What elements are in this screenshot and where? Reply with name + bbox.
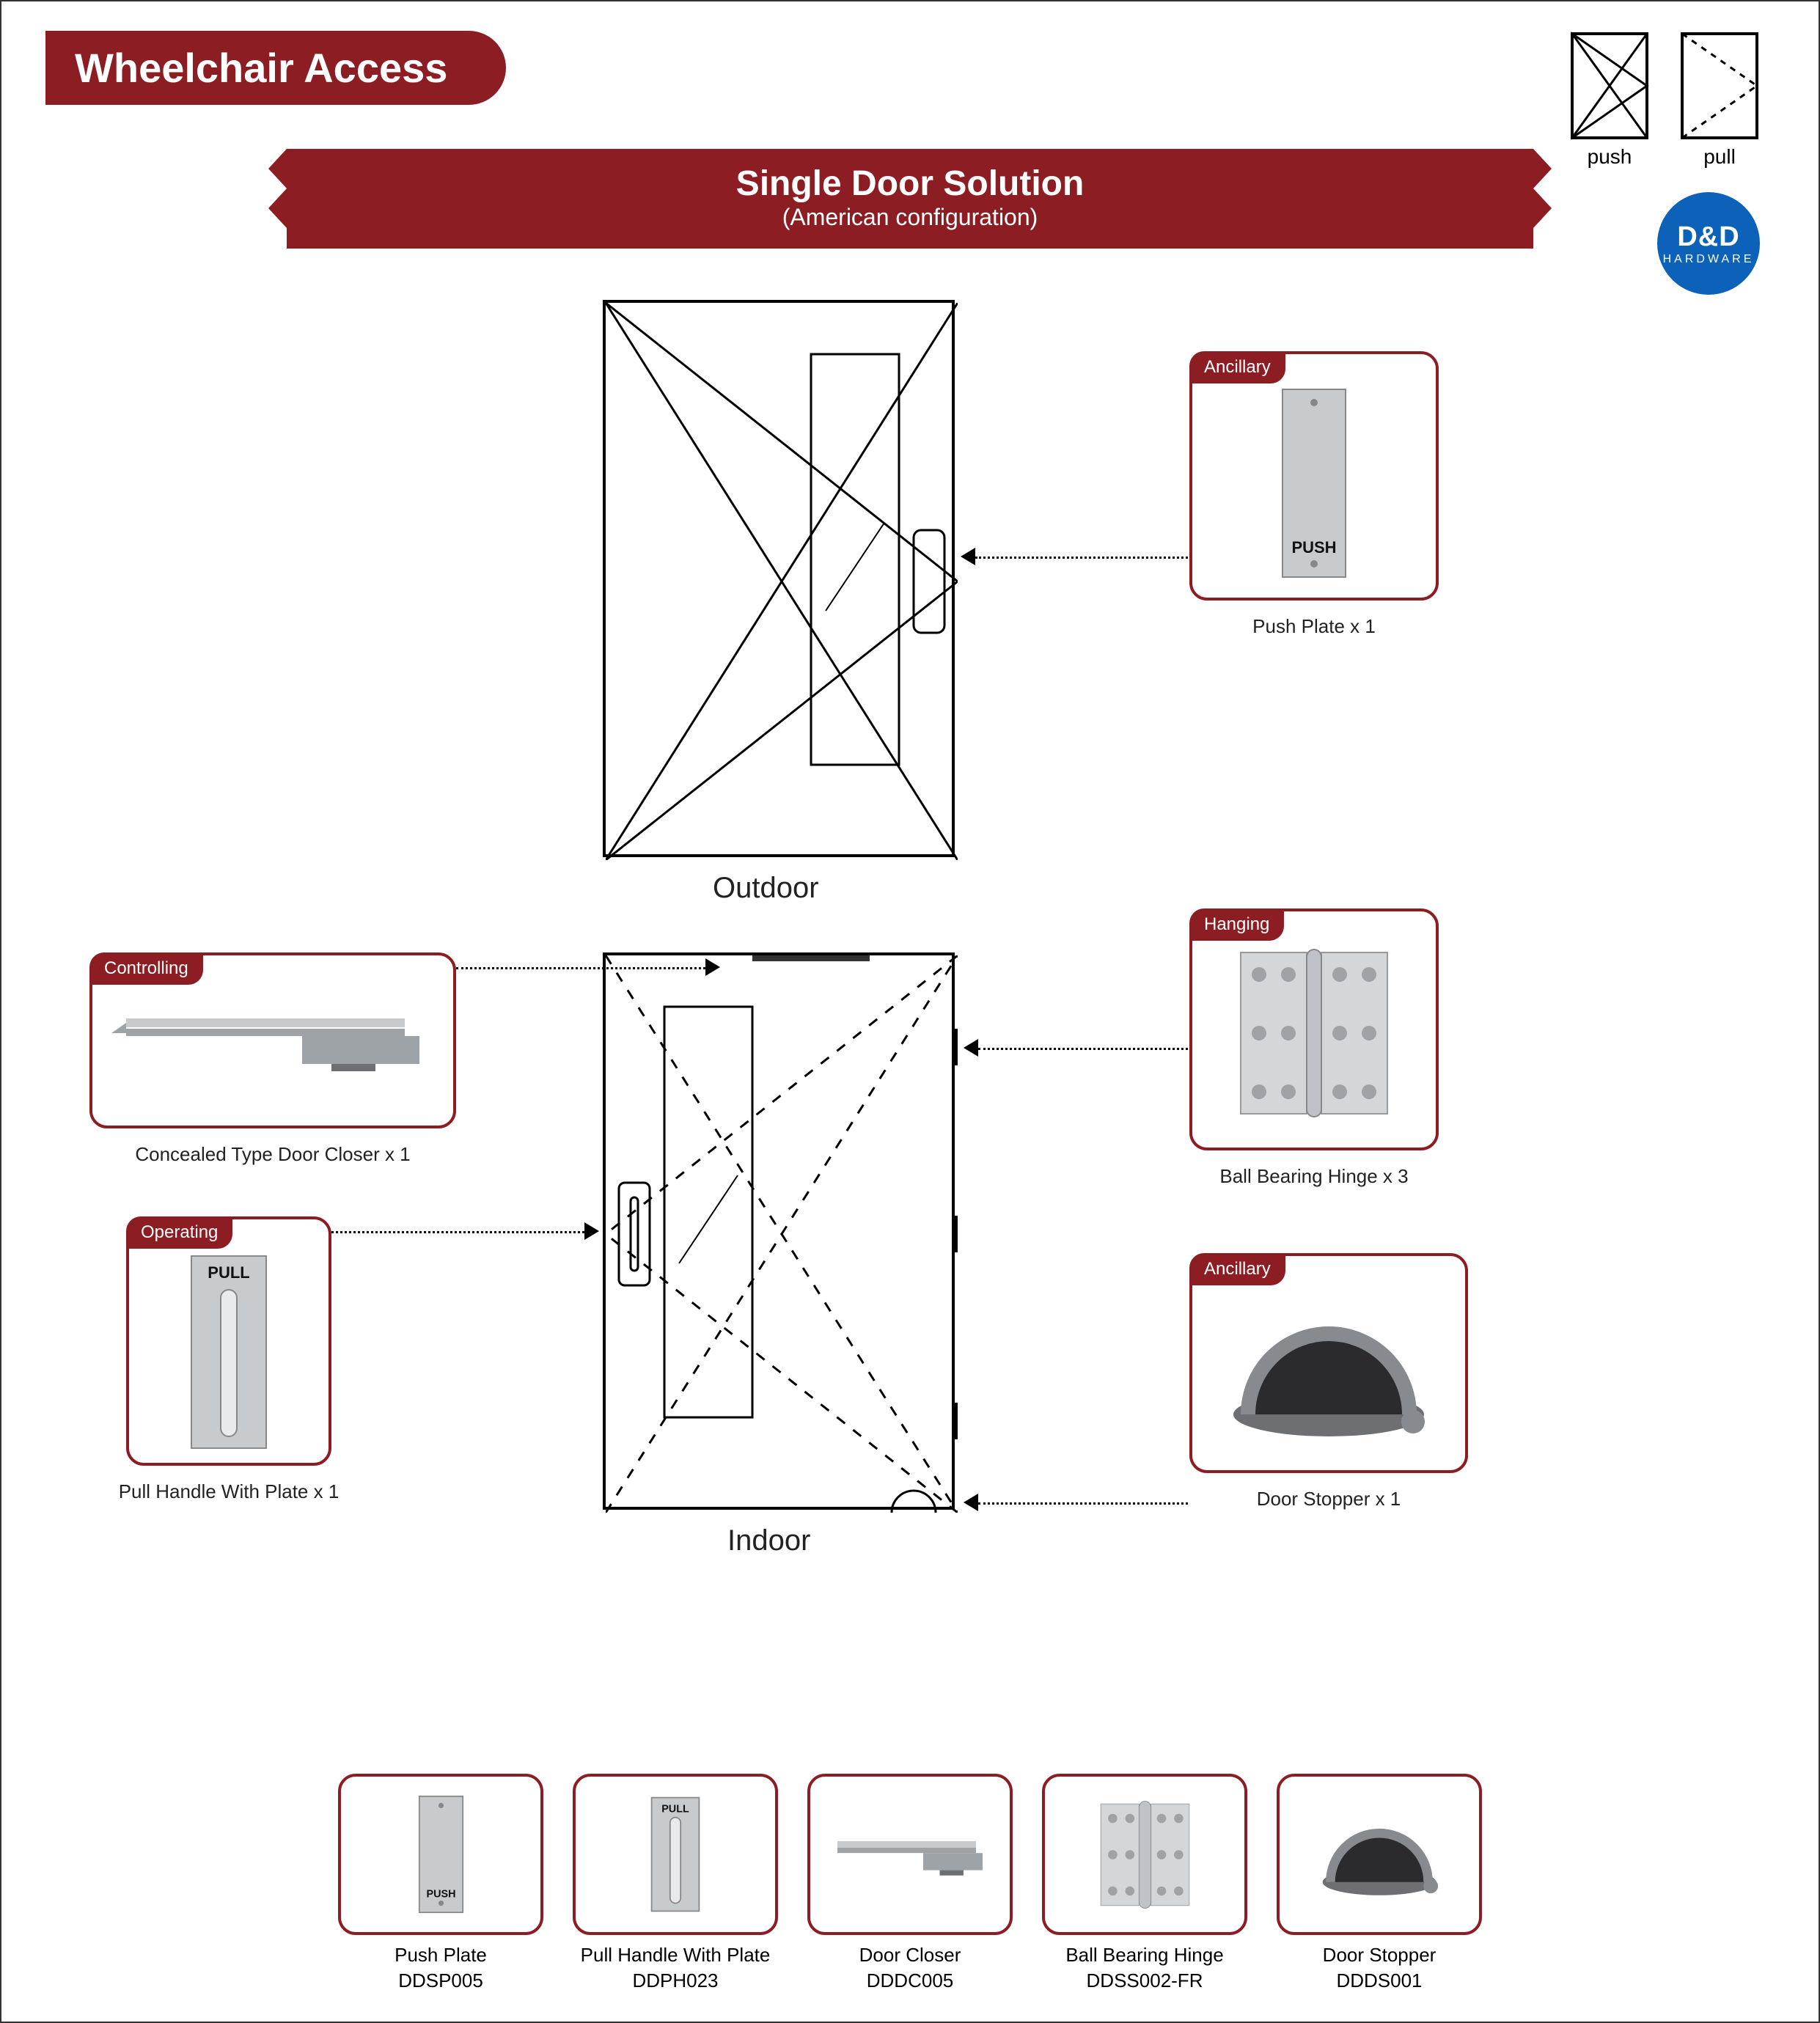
connector-line [331,1231,584,1233]
legend-push: push [1569,31,1650,169]
brand-badge-bottom: HARDWARE [1663,253,1755,266]
card-push-plate: Ancillary PUSH [1189,351,1439,601]
svg-text:PULL: PULL [208,1263,249,1282]
legend-push-label: push [1569,145,1650,169]
page-title: Wheelchair Access [75,45,447,91]
page-title-pill: Wheelchair Access [45,31,506,105]
pull-door-icon [1679,31,1760,141]
indoor-label: Indoor [727,1524,810,1557]
legend-pull-label: pull [1679,145,1760,169]
product-name: Door Closer [807,1944,1013,1967]
product-name: Push Plate [338,1944,543,1967]
diagram-area: Outdoor Ancillary PUSH Push Plate x 1 [45,278,1775,1744]
product-code: DDPH023 [573,1969,778,1992]
product-code: DDDC005 [807,1969,1013,1992]
door-stopper-icon [1219,1290,1439,1444]
svg-text:PUSH: PUSH [426,1889,455,1901]
product-item: Door Closer DDDC005 [807,1774,1013,1992]
product-thumb [1042,1774,1247,1935]
card-tag-hanging: Hanging [1189,908,1284,941]
arrow-icon [964,1494,978,1511]
page: Wheelchair Access push pull Single Door [0,0,1820,2023]
arrow-icon [964,1039,978,1057]
product-thumb: PUSH [338,1774,543,1935]
caption-stopper: Door Stopper x 1 [1189,1488,1468,1510]
arrow-icon [705,958,720,976]
card-tag-controlling: Controlling [89,952,203,985]
card-tag-operating: Operating [126,1216,232,1249]
brand-badge-top: D&D [1677,221,1739,253]
card-tag-ancillary2: Ancillary [1189,1253,1285,1285]
ribbon-subtitle: (American configuration) [287,204,1533,231]
product-thumb [807,1774,1013,1935]
caption-controlling: Concealed Type Door Closer x 1 [89,1143,456,1166]
ribbon-title: Single Door Solution [287,164,1533,204]
hinge-icon [1233,945,1395,1121]
connector-line [456,967,705,969]
connector-line [978,1502,1188,1505]
legend-pull: pull [1679,31,1760,169]
product-code: DDSP005 [338,1969,543,1992]
product-name: Ball Bearing Hinge [1042,1944,1247,1967]
svg-text:PUSH: PUSH [1291,538,1336,557]
outdoor-door [603,300,955,857]
product-code: DDDS001 [1277,1969,1482,1992]
card-stopper: Ancillary [1189,1253,1468,1473]
indoor-door [603,952,955,1510]
card-hanging: Hanging [1189,908,1439,1150]
product-code: DDSS002-FR [1042,1969,1247,1992]
caption-push-plate: Push Plate x 1 [1189,615,1439,638]
product-list: PUSH Push Plate DDSP005 PULL Pull Handle… [45,1774,1775,1992]
connector-line [978,1048,1188,1050]
product-name: Door Stopper [1277,1944,1482,1967]
product-name: Pull Handle With Plate [573,1944,778,1967]
connector-line [975,557,1188,559]
pull-plate-icon: PULL [188,1253,269,1451]
caption-operating: Pull Handle With Plate x 1 [89,1480,368,1503]
svg-text:PULL: PULL [661,1803,689,1815]
outdoor-label: Outdoor [713,872,819,905]
arrow-icon [584,1222,599,1240]
ribbon: Single Door Solution (American configura… [287,149,1533,249]
product-item: Ball Bearing Hinge DDSS002-FR [1042,1774,1247,1992]
push-plate-icon: PUSH [1281,388,1347,579]
card-tag-ancillary: Ancillary [1189,351,1285,383]
outdoor-door-svg [606,303,958,860]
product-item: PUSH Push Plate DDSP005 [338,1774,543,1992]
product-item: PULL Pull Handle With Plate DDPH023 [573,1774,778,1992]
product-thumb: PULL [573,1774,778,1935]
card-controlling: Controlling [89,952,456,1128]
door-closer-icon [111,989,434,1092]
product-thumb [1277,1774,1482,1935]
arrow-icon [961,548,975,565]
product-item: Door Stopper DDDS001 [1277,1774,1482,1992]
door-legend: push pull [1569,31,1760,169]
caption-hanging: Ball Bearing Hinge x 3 [1189,1165,1439,1188]
push-door-icon [1569,31,1650,141]
card-operating: Operating PULL [126,1216,331,1466]
indoor-door-svg [606,955,958,1513]
